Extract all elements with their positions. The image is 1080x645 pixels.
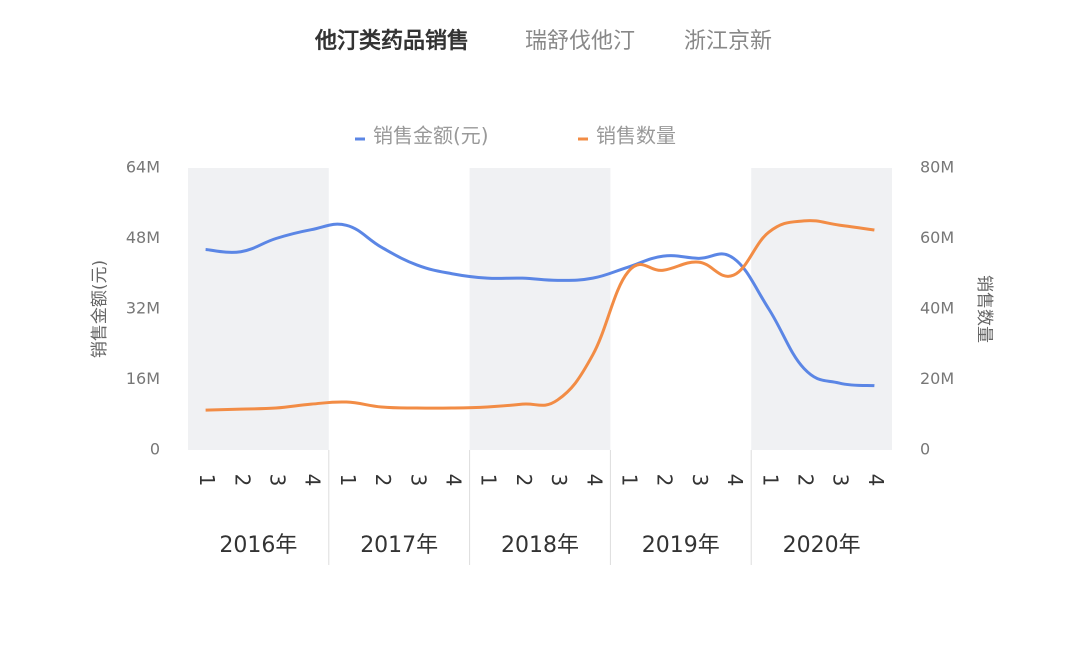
x-tick-label: 3: [266, 474, 290, 487]
series-line: [205, 219, 875, 412]
y-axis-label: 销售金额(元): [90, 260, 110, 358]
group-band: [751, 168, 892, 450]
y2-tick-label: 80M: [920, 158, 954, 177]
chart-title: 他汀类药品销售: [314, 28, 469, 54]
chart-subtitle: 瑞舒伐他汀: [525, 29, 635, 54]
legend-label: 销售金额(元): [373, 124, 489, 148]
x-tick-label: 2: [230, 474, 254, 487]
x-tick-label: 1: [195, 474, 219, 487]
x-tick-label: 4: [301, 474, 325, 487]
x-tick-label: 2: [512, 474, 536, 487]
x-tick-label: 1: [758, 474, 782, 487]
group-band: [188, 168, 329, 450]
x-tick-label: 1: [618, 474, 642, 487]
x-tick-label: 3: [406, 474, 430, 487]
y-tick-label: 48M: [126, 228, 160, 247]
x-tick-label: 4: [864, 474, 888, 487]
group-label: 2017年: [360, 533, 438, 558]
x-tick-label: 4: [723, 474, 747, 487]
series-line: [205, 222, 875, 388]
x-tick-label: 2: [371, 474, 395, 487]
x-tick-label: 3: [688, 474, 712, 487]
y2-tick-label: 0: [920, 440, 930, 459]
y-tick-label: 64M: [126, 158, 160, 177]
y2-axis-label: 销售数量: [974, 275, 994, 343]
group-label: 2016年: [219, 533, 297, 558]
legend-label: 销售数量: [596, 124, 676, 148]
x-tick-label: 4: [582, 474, 606, 487]
x-tick-label: 3: [547, 474, 571, 487]
y2-tick-label: 20M: [920, 369, 954, 388]
x-tick-label: 4: [442, 474, 466, 487]
y-tick-label: 0: [150, 440, 160, 459]
y-tick-label: 32M: [126, 299, 160, 318]
x-tick-label: 2: [794, 474, 818, 487]
x-tick-label: 3: [829, 474, 853, 487]
group-label: 2018年: [501, 533, 579, 558]
group-label: 2019年: [642, 533, 720, 558]
y-tick-label: 16M: [126, 369, 160, 388]
chart-subtitle: 浙江京新: [684, 29, 772, 54]
x-tick-label: 1: [477, 474, 501, 487]
x-tick-label: 2: [653, 474, 677, 487]
group-label: 2020年: [783, 533, 861, 558]
x-tick-label: 1: [336, 474, 360, 487]
y2-tick-label: 40M: [920, 299, 954, 318]
group-band: [469, 168, 611, 450]
y2-tick-label: 60M: [920, 228, 954, 247]
